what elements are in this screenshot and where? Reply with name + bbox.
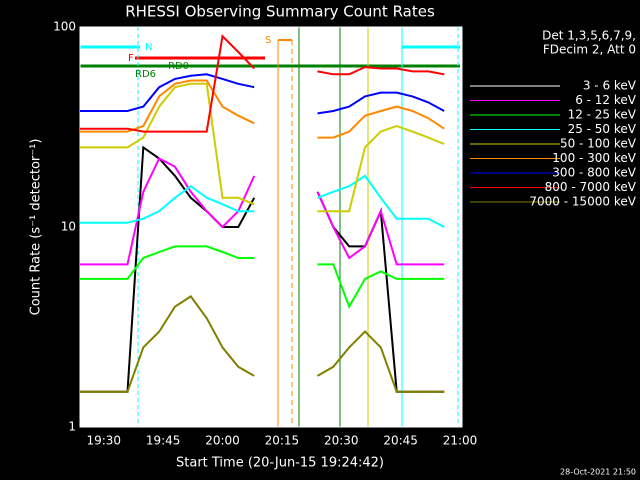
series-line	[80, 34, 445, 133]
x-tick-label: 20:00	[205, 434, 240, 448]
annotation: F	[128, 53, 134, 64]
flags: N F RD0 RD6 S	[80, 27, 460, 427]
x-tick-label: 19:45	[146, 434, 181, 448]
legend-label: 3 - 6 keV	[583, 79, 637, 93]
series-line	[80, 295, 445, 393]
legend-label: 7000 - 15000 keV	[529, 195, 636, 209]
x-tick-label: 20:45	[383, 434, 418, 448]
footer: 28-Oct-2021 21:50	[560, 468, 636, 477]
legend-label: 800 - 7000 keV	[545, 180, 637, 194]
legend-header: Det 1,3,5,6,7,9,	[542, 29, 636, 43]
annotation: RD6	[135, 69, 156, 80]
legend-label: 100 - 300 keV	[552, 151, 636, 165]
legend-label: 50 - 100 keV	[560, 137, 637, 151]
legend-label: 25 - 50 keV	[568, 122, 637, 136]
y-tick-label: 100	[53, 20, 76, 34]
legend-label: 6 - 12 keV	[575, 93, 637, 107]
y-tick-label: 10	[61, 220, 76, 234]
x-tick-label: 21:00	[443, 434, 478, 448]
x-tick-label: 19:30	[86, 434, 121, 448]
legend-header: FDecim 2, Att 0	[543, 43, 636, 57]
x-axis-title: Start Time (20-Jun-15 19:24:42)	[176, 456, 384, 471]
legend-label: 12 - 25 keV	[568, 108, 637, 122]
annotation: RD0	[168, 61, 189, 72]
series-line	[80, 157, 445, 266]
x-tick-label: 20:30	[324, 434, 359, 448]
x-tick-label: 20:15	[265, 434, 300, 448]
series-line	[80, 79, 445, 139]
y-tick-label: 1	[68, 420, 76, 434]
series-line	[80, 174, 445, 228]
y-axis-title: Count Rate (s⁻¹ detector⁻¹)	[29, 139, 44, 316]
chart-title: RHESSI Observing Summary Count Rates	[125, 3, 435, 21]
annotation: S	[265, 35, 271, 46]
series-line	[80, 245, 445, 309]
series-line	[80, 73, 445, 115]
annotation: N	[145, 42, 152, 53]
series-line	[80, 82, 445, 213]
legend-label: 300 - 800 keV	[552, 166, 636, 180]
